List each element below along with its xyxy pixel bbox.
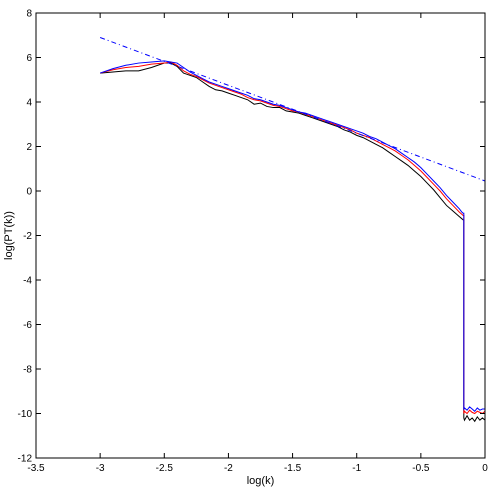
x-tick-label: -3.5 — [27, 463, 45, 474]
tick-layer: -3.5 -3 -2.5 -2 -1.5 -1 -0.5 0 -12 -10 -8 -6 -4 -2 0 2 4… — [18, 9, 489, 475]
y-tick-label: 6 — [26, 53, 32, 64]
y-axis-label: log(PT(k)) — [3, 211, 15, 260]
x-axis-label: log(k) — [247, 475, 275, 487]
y-tick-label: -2 — [23, 231, 32, 242]
x-tick-label: 0 — [482, 463, 488, 474]
x-tick-label: -2.5 — [156, 463, 174, 474]
x-tick-label: -2 — [224, 463, 233, 474]
plot-area-frame — [35, 12, 486, 459]
y-tick-label: 2 — [26, 142, 32, 153]
y-tick-label: -12 — [18, 454, 33, 465]
y-tick-label: 4 — [26, 98, 32, 109]
series-line-3 — [99, 60, 485, 412]
y-tick-label: -10 — [18, 409, 33, 420]
x-tick-label: -0.5 — [412, 463, 430, 474]
series-layer — [99, 37, 486, 423]
x-tick-label: -1 — [352, 463, 361, 474]
y-tick-label: -4 — [23, 276, 32, 287]
series-line-fit — [99, 37, 486, 182]
y-tick-label: 0 — [26, 187, 32, 198]
series-line-2 — [100, 61, 486, 415]
x-tick-label: -3 — [96, 463, 105, 474]
x-tick-label: -1.5 — [284, 463, 302, 474]
y-tick-label: 8 — [26, 9, 32, 20]
y-tick-label: -8 — [23, 365, 32, 376]
y-tick-label: -6 — [23, 320, 32, 331]
series-line-1 — [100, 62, 486, 423]
